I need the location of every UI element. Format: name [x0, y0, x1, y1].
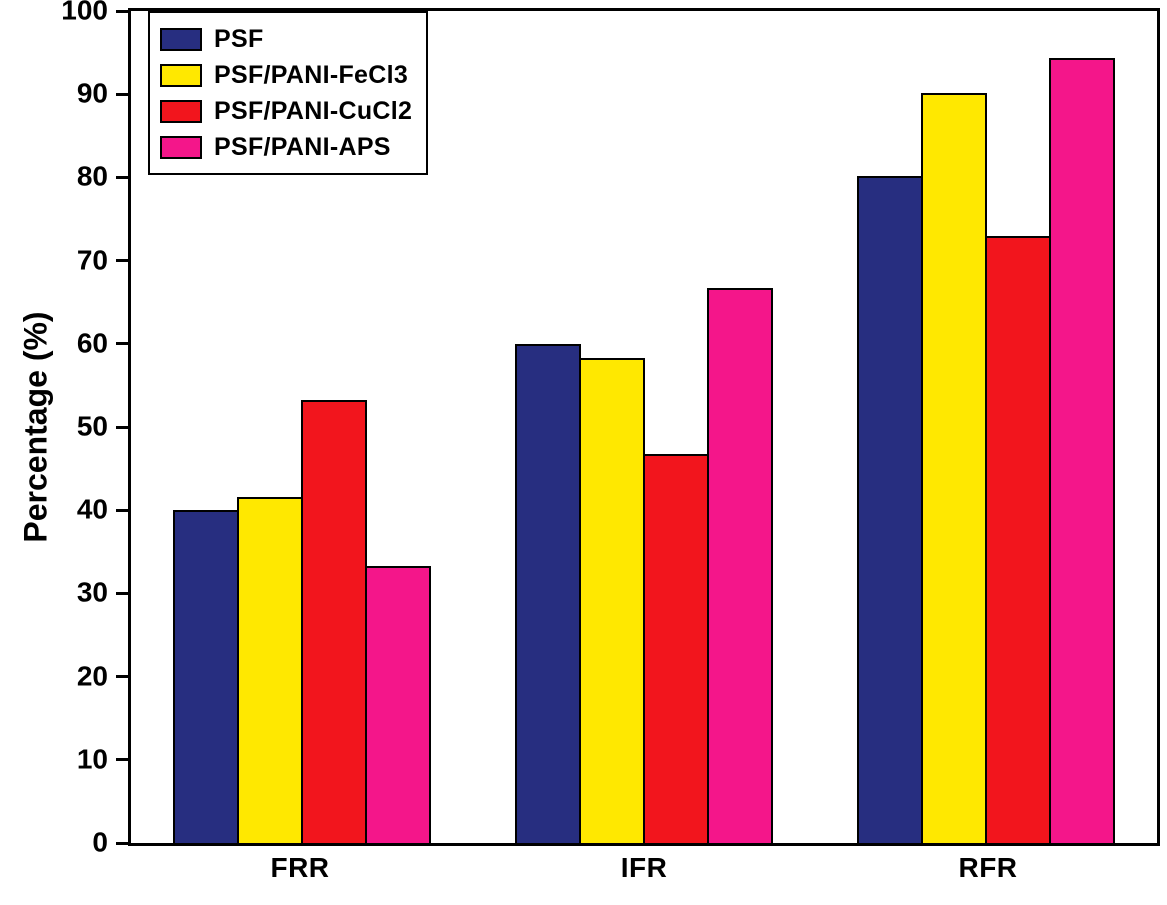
bar-psf-pani-aps-rfr: [1049, 58, 1115, 843]
y-tick-mark: [116, 9, 128, 13]
legend-item: PSF: [160, 21, 412, 57]
legend-item: PSF/PANI-APS: [160, 129, 412, 165]
bar-group-rfr: [857, 11, 1115, 843]
x-axis-label-ifr: IFR: [620, 852, 668, 883]
legend-swatch-icon: [160, 99, 202, 123]
bar-psf-pani-fecl3-ifr: [579, 357, 645, 843]
legend-swatch-icon: [160, 135, 202, 159]
y-tick-label: 30: [76, 576, 108, 608]
legend-swatch-icon: [160, 63, 202, 87]
y-tick-label: 50: [76, 410, 108, 442]
plot-area: PSF PSF/PANI-FeCl3 PSF/PANI-CuCl2 PSF/PANI-…: [128, 8, 1160, 846]
y-tick-mark: [116, 92, 128, 96]
legend-label: PSF/PANI-APS: [214, 132, 391, 161]
legend-swatch-icon: [160, 27, 202, 51]
y-tick-label: 10: [76, 743, 108, 775]
y-tick-label: 0: [92, 826, 108, 858]
y-tick-mark: [116, 591, 128, 595]
bar-psf-ifr: [515, 343, 581, 843]
legend-item: PSF/PANI-CuCl2: [160, 93, 412, 129]
x-axis-labels: FRR IFR RFR: [128, 852, 1160, 884]
legend: PSF PSF/PANI-FeCl3 PSF/PANI-CuCl2 PSF/PANI-…: [148, 11, 429, 175]
legend-label: PSF/PANI-FeCl3: [214, 60, 409, 89]
bar-psf-pani-fecl3-frr: [237, 496, 303, 843]
y-tick-label: 20: [76, 659, 108, 691]
y-tick-label: 80: [76, 160, 108, 192]
y-tick-mark: [116, 758, 128, 762]
y-tick-label: 100: [61, 0, 108, 26]
y-tick-mark: [116, 175, 128, 179]
y-tick-label: 70: [76, 243, 108, 275]
y-tick-mark: [116, 342, 128, 346]
bar-group-frr: [173, 11, 431, 843]
y-tick-mark: [116, 675, 128, 679]
bar-psf-frr: [173, 510, 239, 843]
bar-psf-pani-cucl2-rfr: [985, 235, 1051, 843]
bar-psf-pani-aps-frr: [365, 565, 431, 843]
bar-psf-pani-fecl3-rfr: [921, 93, 987, 843]
legend-item: PSF/PANI-FeCl3: [160, 57, 412, 93]
y-tick-label: 40: [76, 493, 108, 525]
bar-psf-rfr: [857, 175, 923, 843]
legend-label: PSF: [214, 24, 264, 53]
legend-label: PSF/PANI-CuCl2: [214, 96, 413, 125]
x-axis-label-frr: FRR: [270, 852, 330, 883]
y-tick-mark: [116, 841, 128, 845]
bar-group-ifr: [515, 11, 773, 843]
x-axis-label-rfr: RFR: [958, 852, 1018, 883]
bar-psf-pani-cucl2-frr: [301, 400, 367, 843]
y-tick-label: 60: [76, 327, 108, 359]
y-tick-label: 90: [76, 77, 108, 109]
bar-psf-pani-cucl2-ifr: [643, 453, 709, 843]
y-tick-mark: [116, 425, 128, 429]
bar-psf-pani-aps-ifr: [707, 288, 773, 843]
y-tick-mark: [116, 259, 128, 263]
y-axis: 0 10 20 30 40 50 60 70 80 90 100: [0, 0, 128, 857]
y-tick-mark: [116, 508, 128, 512]
